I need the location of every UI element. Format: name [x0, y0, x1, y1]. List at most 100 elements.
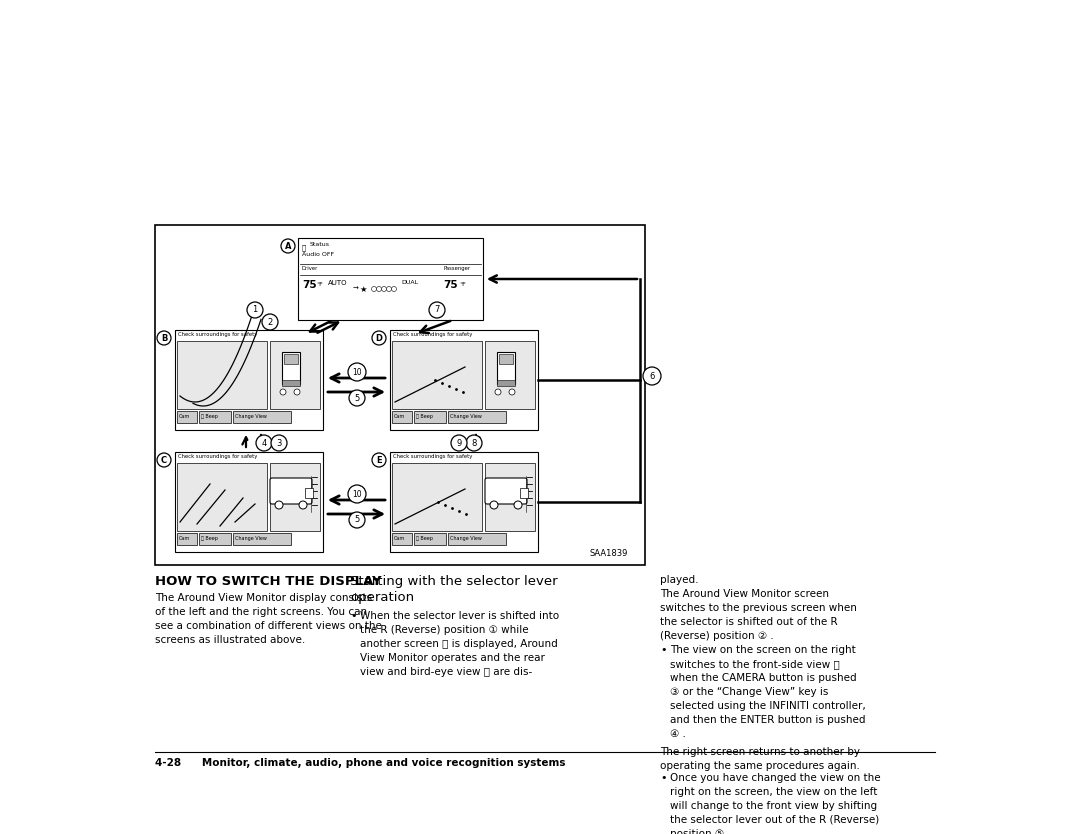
Bar — [270, 341, 320, 409]
Circle shape — [391, 287, 396, 292]
Circle shape — [157, 331, 171, 345]
Circle shape — [387, 287, 391, 292]
Bar — [177, 411, 197, 423]
Text: Once you have changed the view on the
right on the screen, the view on the left
: Once you have changed the view on the ri… — [670, 773, 880, 834]
Bar — [282, 380, 300, 386]
Text: 9: 9 — [457, 439, 461, 448]
Circle shape — [490, 501, 498, 509]
FancyBboxPatch shape — [270, 478, 312, 504]
Circle shape — [262, 314, 278, 330]
Text: Starting with the selector lever: Starting with the selector lever — [350, 575, 557, 588]
Text: Driver: Driver — [302, 266, 319, 271]
Text: Cam: Cam — [179, 414, 190, 419]
Bar — [177, 463, 267, 531]
Bar — [284, 354, 298, 364]
Circle shape — [299, 501, 307, 509]
Text: Check surroundings for safety: Check surroundings for safety — [393, 332, 472, 337]
Text: Ⓐ Beep: Ⓐ Beep — [201, 536, 218, 541]
Text: 4-28  Monitor, climate, audio, phone and voice recognition systems: 4-28 Monitor, climate, audio, phone and … — [156, 758, 566, 768]
Circle shape — [372, 287, 377, 292]
Text: Check surroundings for safety: Check surroundings for safety — [178, 454, 257, 459]
Text: HOW TO SWITCH THE DISPLAY: HOW TO SWITCH THE DISPLAY — [156, 575, 381, 588]
Bar — [305, 488, 313, 498]
Text: Change View: Change View — [235, 536, 267, 541]
Bar — [282, 352, 300, 384]
Bar — [499, 354, 513, 364]
Text: Ⓐ Beep: Ⓐ Beep — [416, 536, 433, 541]
Circle shape — [381, 287, 387, 292]
FancyBboxPatch shape — [485, 478, 527, 504]
Text: 75: 75 — [302, 280, 316, 290]
Text: Cam: Cam — [394, 414, 405, 419]
Circle shape — [275, 501, 283, 509]
Text: ★: ★ — [360, 284, 367, 294]
Text: DUAL: DUAL — [401, 280, 418, 285]
Bar — [414, 411, 446, 423]
Text: •: • — [660, 645, 666, 655]
Text: •: • — [660, 773, 666, 783]
Text: Check surroundings for safety: Check surroundings for safety — [178, 332, 257, 337]
Bar — [497, 380, 515, 386]
Circle shape — [372, 453, 386, 467]
Bar — [390, 330, 538, 430]
Bar — [392, 533, 411, 545]
Bar — [298, 238, 483, 320]
Circle shape — [372, 331, 386, 345]
Circle shape — [348, 363, 366, 381]
Text: A: A — [285, 242, 292, 250]
Text: Change View: Change View — [235, 414, 267, 419]
Bar — [414, 533, 446, 545]
Circle shape — [429, 302, 445, 318]
Text: °F: °F — [316, 282, 323, 287]
Circle shape — [348, 485, 366, 503]
Text: 5: 5 — [354, 515, 360, 525]
Bar — [177, 341, 267, 409]
Text: The right screen returns to another by
operating the same procedures again.: The right screen returns to another by o… — [660, 747, 860, 771]
Text: AUTO: AUTO — [328, 280, 348, 286]
Text: °F: °F — [459, 282, 465, 287]
Circle shape — [643, 367, 661, 385]
Text: Passenger: Passenger — [443, 266, 470, 271]
Text: •: • — [350, 611, 356, 621]
Text: 3: 3 — [276, 439, 282, 448]
Text: Change View: Change View — [450, 414, 482, 419]
Text: The Around View Monitor display consists
of the left and the right screens. You : The Around View Monitor display consists… — [156, 593, 382, 645]
Bar — [390, 452, 538, 552]
Bar — [519, 488, 528, 498]
Text: 2: 2 — [268, 318, 272, 326]
Text: Change View: Change View — [450, 536, 482, 541]
Text: Cam: Cam — [179, 536, 190, 541]
Text: 7: 7 — [434, 305, 440, 314]
Text: E: E — [376, 455, 382, 465]
Text: The Around View Monitor screen
switches to the previous screen when
the selector: The Around View Monitor screen switches … — [660, 589, 856, 641]
Text: 1: 1 — [253, 305, 258, 314]
Text: Audio OFF: Audio OFF — [302, 252, 334, 257]
Circle shape — [495, 389, 501, 395]
Text: →: → — [353, 286, 359, 292]
Circle shape — [247, 302, 264, 318]
Circle shape — [281, 239, 295, 253]
Circle shape — [451, 435, 467, 451]
Circle shape — [349, 512, 365, 528]
Text: Ⓐ Beep: Ⓐ Beep — [416, 414, 433, 419]
Text: The view on the screen on the right
switches to the front-side view Ⓒ
when the C: The view on the screen on the right swit… — [670, 645, 866, 739]
Circle shape — [514, 501, 522, 509]
Text: 10: 10 — [352, 368, 362, 376]
Text: 8: 8 — [471, 439, 476, 448]
Bar — [497, 352, 515, 384]
Bar — [485, 341, 535, 409]
Text: 10: 10 — [352, 490, 362, 499]
Bar — [392, 411, 411, 423]
Text: Check surroundings for safety: Check surroundings for safety — [393, 454, 472, 459]
Circle shape — [509, 389, 515, 395]
Text: SAA1839: SAA1839 — [590, 549, 629, 558]
Circle shape — [271, 435, 287, 451]
Bar — [448, 533, 507, 545]
Bar — [392, 463, 482, 531]
Bar — [485, 463, 535, 531]
Circle shape — [256, 435, 272, 451]
Text: B: B — [161, 334, 167, 343]
Text: 6: 6 — [649, 371, 654, 380]
Bar — [199, 533, 231, 545]
Circle shape — [294, 389, 300, 395]
